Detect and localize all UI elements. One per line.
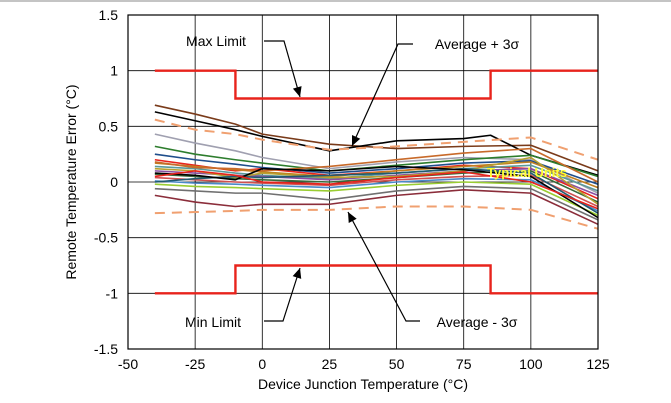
average-plus-arrow xyxy=(351,43,413,147)
y-axis-title: Remote Temperature Error (°C) xyxy=(63,84,79,279)
data-series-line xyxy=(154,147,599,183)
data-series-line xyxy=(154,181,599,217)
y-tick-label: -1 xyxy=(106,285,119,301)
sigma-group xyxy=(154,118,599,230)
y-tick-label: 1.5 xyxy=(99,7,119,23)
typical-units-label: Typical Units xyxy=(487,165,567,180)
annotation-arrows xyxy=(264,40,420,322)
limits-group xyxy=(154,69,598,295)
y-tick-label: 0.5 xyxy=(99,118,119,134)
x-tick-label: 50 xyxy=(389,356,405,372)
plot-area xyxy=(154,69,599,295)
x-tick-label: 25 xyxy=(322,356,338,372)
min-limit-arrow xyxy=(264,267,301,322)
y-tick-label: 0 xyxy=(110,174,118,190)
average-plus-arrow-head xyxy=(352,135,361,146)
max-limit-arrow xyxy=(264,40,301,98)
data-series-line xyxy=(154,104,599,172)
data-series-line xyxy=(154,133,599,194)
average-minus-arrow-head xyxy=(348,212,357,223)
min-limit-arrow-head xyxy=(292,268,302,279)
x-tick-label: 0 xyxy=(258,356,266,372)
y-tick-labels: 1.5 1 0.5 0 -0.5 -1 -1.5 xyxy=(94,7,118,357)
average-minus-3sigma-label: Average - 3σ xyxy=(437,314,518,330)
data-series-line xyxy=(154,165,599,219)
min-limit-label: Min Limit xyxy=(185,314,241,330)
y-tick-label: 1 xyxy=(110,63,118,79)
data-series-line xyxy=(154,188,599,226)
average-minus-arrow xyxy=(347,211,420,322)
data-series-line xyxy=(154,167,599,214)
data-series-line xyxy=(154,164,599,192)
data-series-line xyxy=(154,174,599,208)
max-limit-label: Max Limit xyxy=(186,33,246,49)
y-tick-label: -0.5 xyxy=(94,230,118,246)
x-tick-label: 75 xyxy=(456,356,472,372)
min-limit-line xyxy=(154,264,598,295)
max-limit-line xyxy=(154,69,598,100)
y-tick-label: -1.5 xyxy=(94,341,118,357)
data-series-line xyxy=(154,111,599,177)
average-minus-3sigma-line xyxy=(154,205,599,230)
data-series-line xyxy=(154,170,599,210)
max-limit-arrow-head xyxy=(292,86,302,97)
annotations: Max Limit Min Limit Average + 3σ Average… xyxy=(185,33,567,330)
x-tick-label: 100 xyxy=(519,356,543,372)
plot-frame xyxy=(127,14,599,350)
x-tick-labels: -50 -25 0 25 50 75 100 125 xyxy=(118,356,610,372)
average-plus-3sigma-label: Average + 3σ xyxy=(435,36,520,52)
series-group xyxy=(154,104,599,226)
x-axis-title: Device Junction Temperature (°C) xyxy=(258,376,468,392)
x-tick-label: 125 xyxy=(586,356,610,372)
x-tick-label: -25 xyxy=(185,356,205,372)
data-series-line xyxy=(154,185,599,221)
x-tick-label: -50 xyxy=(118,356,138,372)
average-plus-3sigma-line xyxy=(154,118,599,161)
